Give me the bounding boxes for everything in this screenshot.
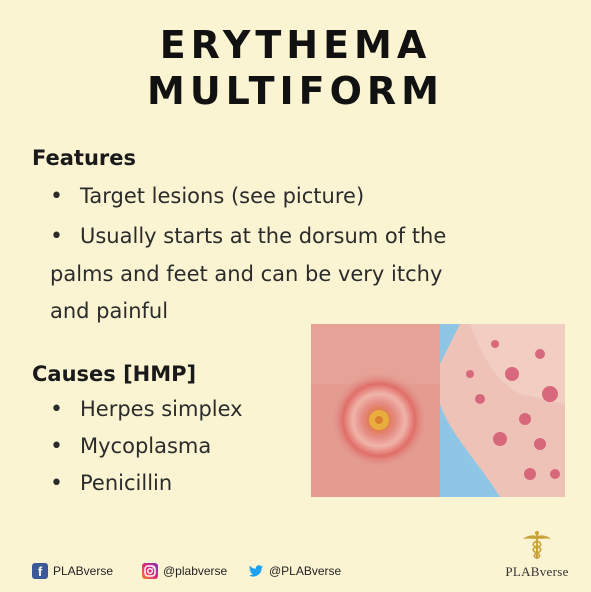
arm-lesions-photo — [440, 324, 565, 497]
facebook-icon: f — [32, 563, 48, 579]
twitter-handle[interactable]: @PLABverse — [248, 563, 341, 579]
facebook-handle-text: PLABverse — [53, 564, 114, 578]
cause-bullet-text: Penicillin — [80, 471, 173, 495]
target-lesion-photo — [311, 324, 440, 497]
brand-logo: PLABverse — [497, 530, 577, 580]
page-title-line-1: ERYTHEMA — [159, 23, 432, 67]
instagram-handle[interactable]: @plabverse — [142, 563, 227, 579]
brand-name: PLABverse — [505, 564, 569, 579]
cause-bullet-2: • Mycoplasma — [50, 434, 211, 459]
instagram-handle-text: @plabverse — [163, 564, 228, 578]
feature-bullet-text: Usually starts at the dorsum of the — [80, 224, 447, 248]
causes-heading: Causes [HMP] — [32, 362, 197, 386]
facebook-handle[interactable]: f PLABverse — [32, 563, 113, 579]
cause-bullet-3: • Penicillin — [50, 471, 172, 496]
twitter-icon — [248, 563, 264, 579]
features-heading: Features — [32, 146, 136, 170]
bullet-dot: • — [50, 434, 63, 459]
bullet-dot: • — [50, 224, 63, 249]
feature-bullet-2: • Usually starts at the dorsum of the — [50, 224, 446, 249]
feature-bullet-text: Target lesions (see picture) — [80, 184, 365, 208]
cause-bullet-1: • Herpes simplex — [50, 397, 243, 422]
bullet-dot: • — [50, 471, 63, 496]
feature-continuation-2: and painful — [50, 299, 169, 323]
feature-continuation-1: palms and feet and can be very itchy — [50, 262, 443, 286]
instagram-icon — [142, 563, 158, 579]
page-title-line-2: MULTIFORM — [147, 69, 444, 113]
caduceus-icon — [523, 531, 551, 559]
twitter-handle-text: @PLABverse — [269, 564, 342, 578]
bullet-dot: • — [50, 397, 63, 422]
feature-bullet-1: • Target lesions (see picture) — [50, 184, 364, 209]
cause-bullet-text: Mycoplasma — [80, 434, 212, 458]
bullet-dot: • — [50, 184, 63, 209]
cause-bullet-text: Herpes simplex — [80, 397, 243, 421]
